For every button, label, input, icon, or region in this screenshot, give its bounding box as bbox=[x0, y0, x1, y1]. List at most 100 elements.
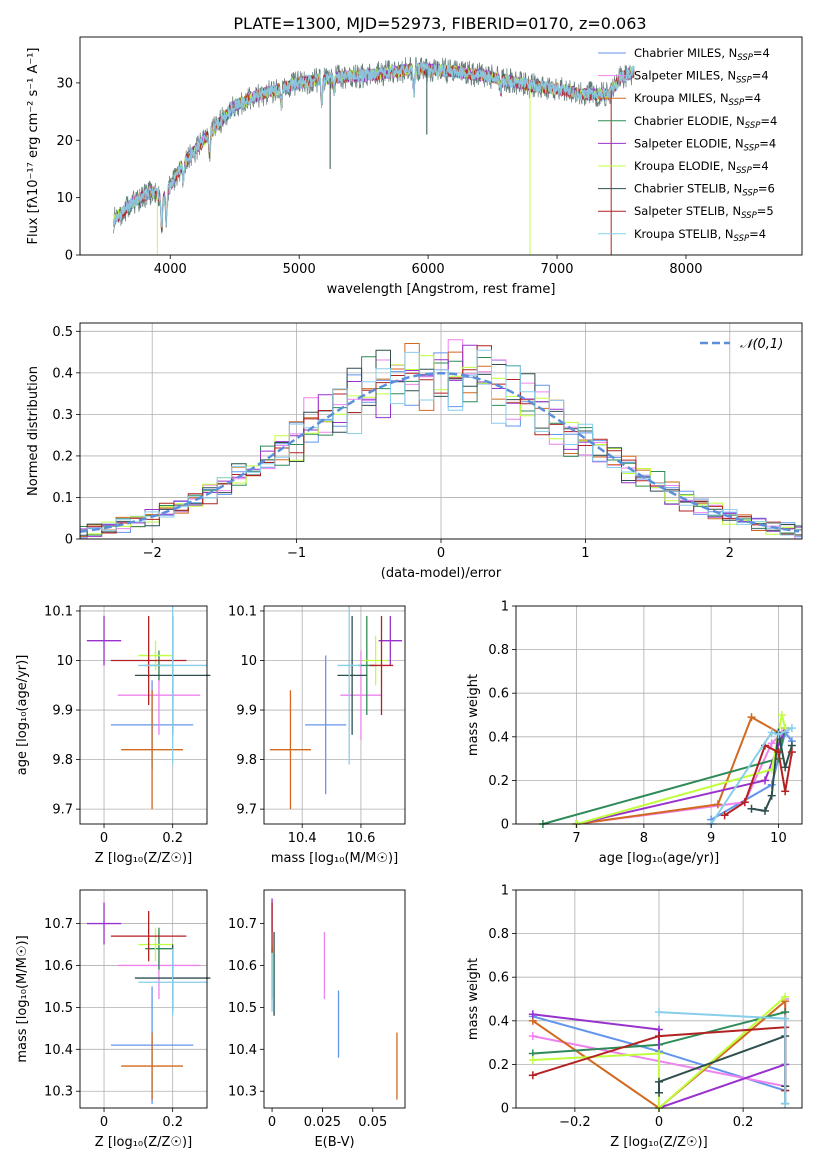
legend: Chabrier MILES, NSSP=4 Salpeter MILES, N S… bbox=[598, 46, 777, 244]
y-axis-label: mass weight bbox=[466, 674, 481, 756]
y-tick-label: 9.8 bbox=[236, 753, 257, 768]
legend-name: Chabrier ELODIE, N bbox=[634, 114, 745, 128]
y-tick-label: 9.9 bbox=[236, 704, 257, 719]
spectrum-lines bbox=[112, 56, 635, 255]
x-tick-label: 0.2 bbox=[162, 831, 183, 846]
errorbars bbox=[269, 606, 403, 810]
axes-frame bbox=[263, 605, 406, 825]
x-tick-label: −0.2 bbox=[559, 1115, 591, 1130]
x-tick-label: 0 bbox=[268, 1115, 276, 1130]
weight-marker bbox=[760, 776, 769, 785]
legend-subscript: SSP bbox=[742, 189, 758, 199]
legend-entry: Kroupa MILES, NSSP=4 bbox=[634, 91, 761, 108]
plot-area bbox=[112, 56, 635, 255]
legend: 𝒩(0,1) bbox=[700, 337, 783, 352]
weight-marker bbox=[781, 763, 790, 772]
plot-area bbox=[269, 606, 403, 810]
x-tick-label: 10 bbox=[770, 831, 787, 846]
weight-marker bbox=[781, 1099, 790, 1108]
y-tick-label: 9.7 bbox=[52, 803, 73, 818]
y-tick-label: 10 bbox=[56, 654, 73, 669]
x-tick-label: 0.05 bbox=[358, 1115, 387, 1130]
weight-marker bbox=[655, 1088, 663, 1097]
y-tick-label: 0.4 bbox=[488, 1014, 509, 1029]
weight-marker bbox=[767, 739, 776, 748]
y-axis-label: Flux [fλ10⁻¹⁷ erg cm⁻² s⁻¹ A⁻¹] bbox=[26, 48, 41, 245]
weight-marker bbox=[720, 811, 729, 820]
x-tick-label: 0.025 bbox=[304, 1115, 341, 1130]
spectrum-series bbox=[113, 62, 635, 233]
y-tick-label: 10 bbox=[240, 654, 257, 669]
y-tick-label: 10.3 bbox=[228, 1085, 257, 1100]
weight-marker bbox=[767, 728, 776, 737]
weight-series bbox=[576, 714, 787, 825]
weight-marker bbox=[747, 804, 756, 813]
panel-residual-histogram: −2 −1 0 1 2 0 0.1 0.2 0.3 0.4 0.5 (data-model)/erro… bbox=[26, 322, 803, 581]
x-tick-label: 7000 bbox=[540, 262, 573, 277]
y-tick-label: 0.2 bbox=[488, 1058, 509, 1073]
legend-subscript: SSP bbox=[736, 166, 752, 176]
legend-suffix: =4 bbox=[760, 114, 777, 128]
panel-mass-vs-ebv: 0 0.025 0.05 10.3 10.4 10.5 10.6 10.7 E(B-V) bbox=[228, 889, 406, 1150]
y-tick-label: 10.6 bbox=[44, 959, 73, 974]
weight-series bbox=[724, 744, 793, 817]
x-axis-label: E(B-V) bbox=[314, 1135, 354, 1150]
legend-suffix: =4 bbox=[744, 91, 761, 105]
weight-marker bbox=[781, 992, 790, 1001]
y-tick-label: 10.3 bbox=[44, 1085, 73, 1100]
errorbar-point bbox=[86, 902, 122, 945]
weight-series bbox=[658, 1034, 787, 1104]
weight-marker bbox=[713, 800, 722, 809]
weight-marker bbox=[767, 791, 776, 800]
y-tick-label: 9.8 bbox=[52, 753, 73, 768]
legend-name: Salpeter MILES, N bbox=[634, 69, 736, 83]
x-tick-label: −1 bbox=[287, 546, 306, 561]
y-tick-label: 1 bbox=[501, 884, 509, 899]
legend-entry: Salpeter ELODIE, NSSP=4 bbox=[634, 136, 776, 153]
x-tick-label: 8000 bbox=[669, 262, 702, 277]
y-tick-label: 0.8 bbox=[488, 643, 509, 658]
plot-area bbox=[86, 902, 211, 1104]
x-tick-label: 10.4 bbox=[288, 831, 317, 846]
axes-frame bbox=[515, 605, 803, 825]
errorbars bbox=[86, 902, 211, 1104]
errorbar-point bbox=[138, 948, 207, 1016]
legend-entry: 𝒩(0,1) bbox=[740, 337, 783, 352]
y-tick-label: 0 bbox=[501, 818, 509, 833]
axes-frame bbox=[79, 36, 803, 256]
y-tick-label: 0.1 bbox=[52, 491, 73, 506]
plot-area bbox=[86, 606, 211, 810]
weight-marker bbox=[528, 1032, 537, 1041]
y-tick-label: 9.7 bbox=[236, 803, 257, 818]
errorbar-point bbox=[305, 655, 347, 795]
weight-marker bbox=[787, 748, 796, 757]
y-tick-label: 10.7 bbox=[228, 917, 257, 932]
x-tick-label: 7 bbox=[572, 831, 580, 846]
weight-marker bbox=[777, 711, 786, 719]
legend-subscript: SSP bbox=[734, 234, 750, 244]
y-tick-label: 30 bbox=[56, 76, 73, 91]
errorbars bbox=[271, 898, 398, 1100]
errorbar-point bbox=[337, 615, 367, 735]
legend-suffix: =4 bbox=[752, 159, 769, 173]
y-axis-label: Normed distribution bbox=[26, 366, 41, 496]
legend-suffix: =4 bbox=[759, 136, 776, 150]
y-tick-label: 10.1 bbox=[44, 604, 73, 619]
legend-entry: Chabrier STELIB, NSSP=6 bbox=[634, 182, 775, 199]
weight-lines bbox=[538, 711, 796, 828]
weight-marker bbox=[781, 1014, 790, 1023]
y-tick-label: 0 bbox=[65, 533, 73, 548]
y-axis-label: age [log₁₀(age/yr)] bbox=[15, 655, 30, 776]
x-tick-label: 0.2 bbox=[162, 1115, 183, 1130]
legend-name: Kroupa STELIB, N bbox=[634, 227, 734, 241]
legend-entry: Chabrier MILES, NSSP=4 bbox=[634, 46, 770, 63]
errorbar-point bbox=[121, 690, 183, 810]
panel-mass-vs-Z: 0 0.2 10.3 10.4 10.5 10.6 10.7 Z [log₁₀(Z/Z☉)] m… bbox=[15, 889, 211, 1150]
errorbar-point bbox=[337, 606, 361, 765]
y-tick-label: 0 bbox=[501, 1102, 509, 1117]
y-tick-label: 0.8 bbox=[488, 927, 509, 942]
y-tick-label: 0.2 bbox=[52, 449, 73, 464]
errorbars bbox=[86, 606, 211, 810]
errorbar-point bbox=[121, 1032, 183, 1100]
